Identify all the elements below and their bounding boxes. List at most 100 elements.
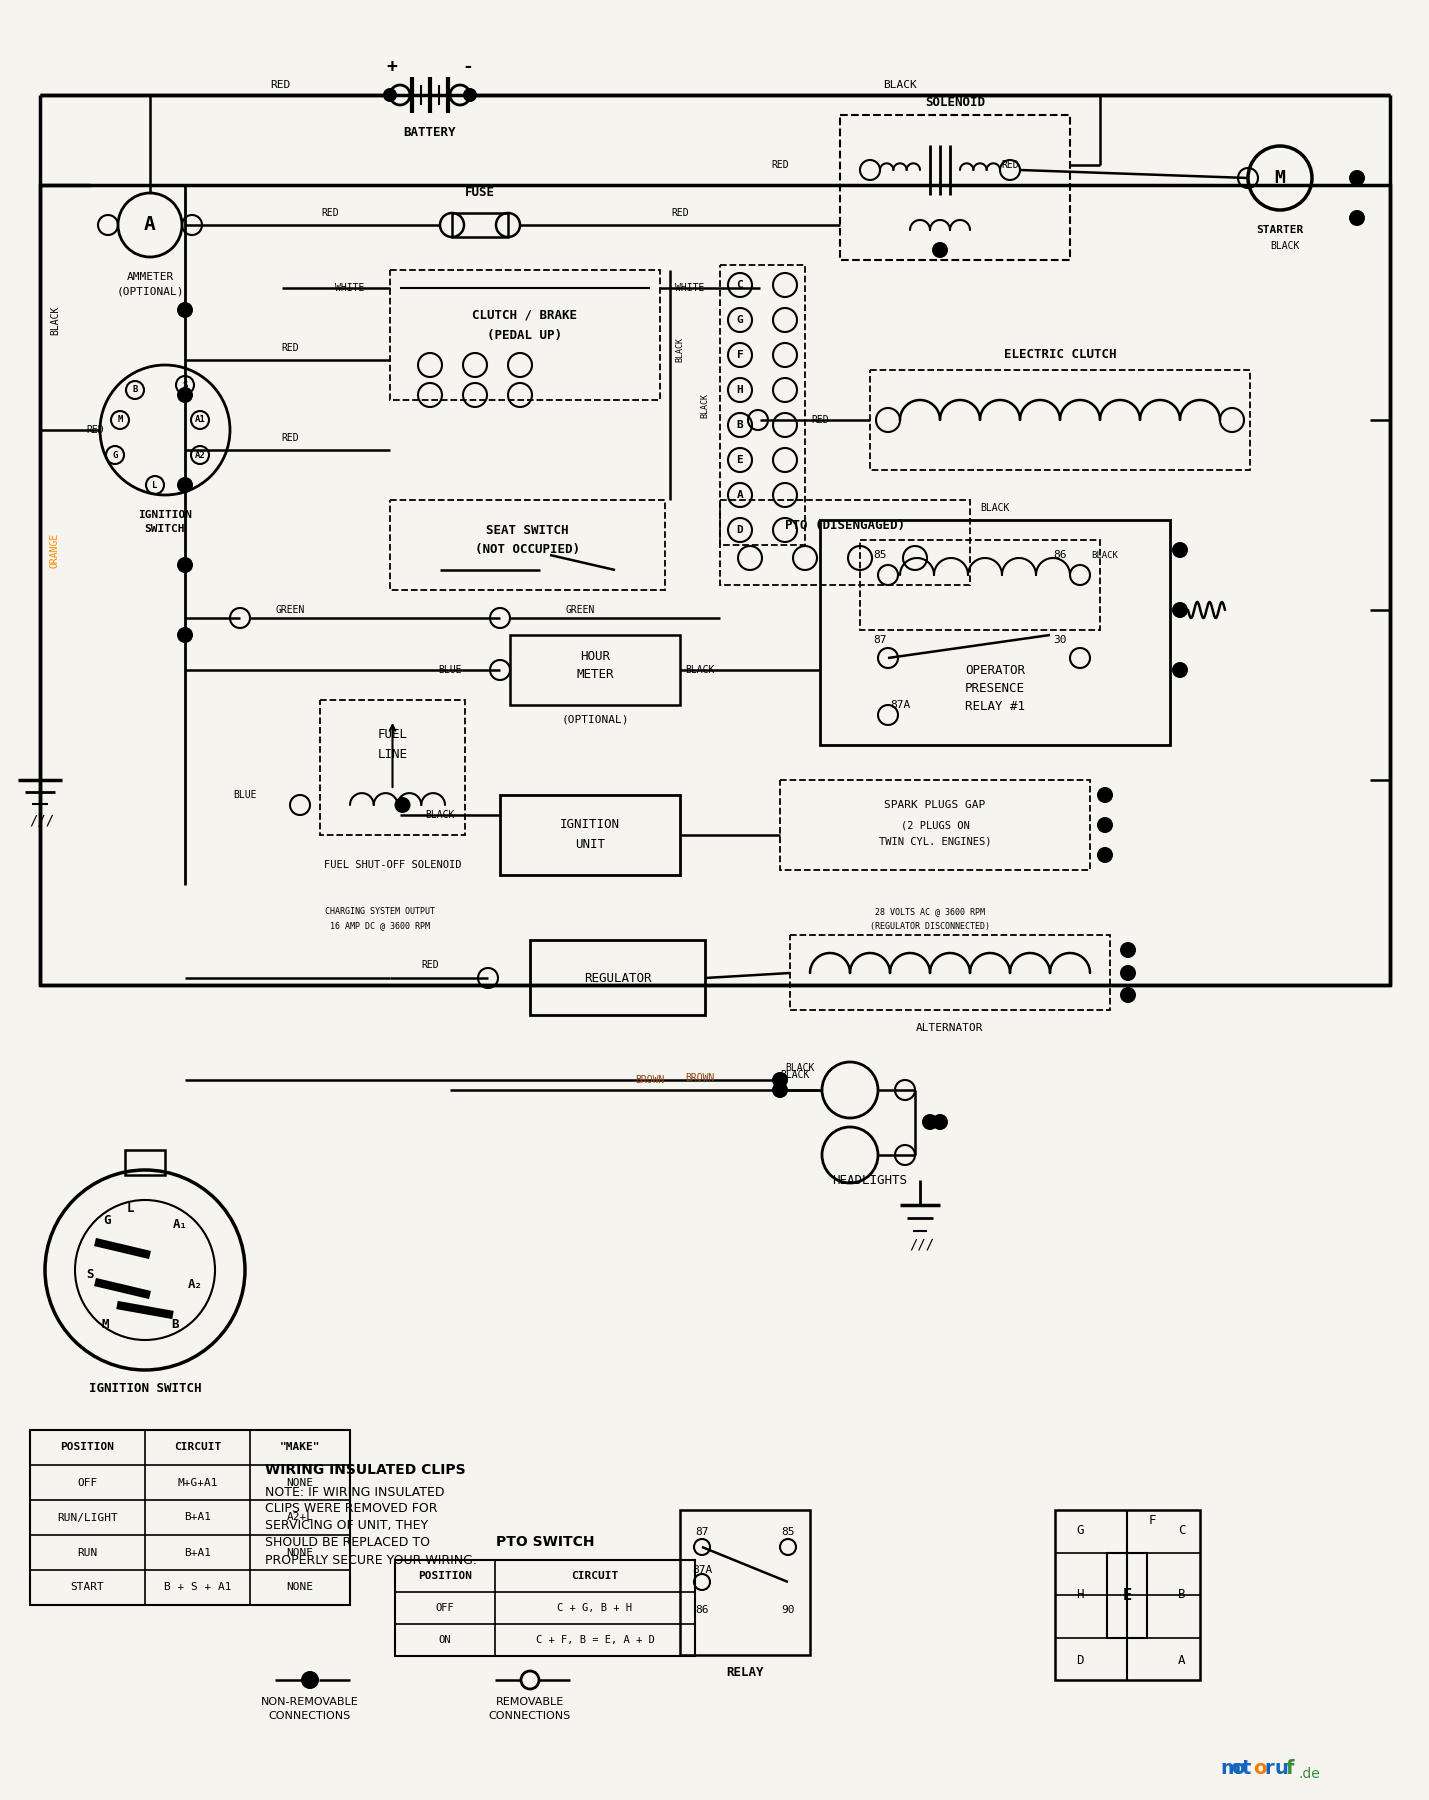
Text: 87A: 87A bbox=[692, 1564, 712, 1575]
Text: E: E bbox=[1123, 1588, 1132, 1602]
Text: OFF: OFF bbox=[436, 1604, 454, 1613]
Text: ///: /// bbox=[30, 814, 54, 826]
Text: G: G bbox=[1076, 1523, 1083, 1537]
Text: CONNECTIONS: CONNECTIONS bbox=[269, 1712, 352, 1721]
Text: A₁: A₁ bbox=[173, 1219, 187, 1231]
Text: A₂: A₂ bbox=[187, 1278, 203, 1292]
Text: f: f bbox=[1286, 1759, 1295, 1778]
Text: 30: 30 bbox=[1053, 635, 1067, 644]
Text: WHITE: WHITE bbox=[676, 283, 704, 293]
Text: BLACK: BLACK bbox=[883, 79, 917, 90]
Text: IGNITION SWITCH: IGNITION SWITCH bbox=[89, 1382, 201, 1395]
Text: r: r bbox=[1265, 1759, 1273, 1778]
Text: (OPTIONAL): (OPTIONAL) bbox=[116, 286, 184, 295]
Circle shape bbox=[1097, 787, 1113, 803]
Bar bbox=[500, 796, 680, 875]
Text: A1: A1 bbox=[194, 416, 206, 425]
Text: M: M bbox=[1275, 169, 1286, 187]
Text: FUEL SHUT-OFF SOLENOID: FUEL SHUT-OFF SOLENOID bbox=[324, 860, 462, 869]
Text: START: START bbox=[70, 1582, 104, 1593]
Bar bbox=[30, 1429, 350, 1606]
Text: RELAY: RELAY bbox=[726, 1667, 763, 1679]
Text: BLACK: BLACK bbox=[50, 306, 60, 335]
Text: BLACK: BLACK bbox=[780, 1069, 810, 1080]
Text: .de: .de bbox=[1299, 1768, 1320, 1780]
Text: CONNECTIONS: CONNECTIONS bbox=[489, 1712, 572, 1721]
Text: B: B bbox=[1179, 1589, 1186, 1602]
Text: NONE: NONE bbox=[286, 1582, 313, 1593]
Text: REGULATOR: REGULATOR bbox=[584, 972, 652, 985]
Text: REMOVABLE: REMOVABLE bbox=[496, 1697, 564, 1706]
Circle shape bbox=[177, 387, 193, 403]
Circle shape bbox=[177, 477, 193, 493]
Text: 28 VOLTS AC @ 3600 RPM: 28 VOLTS AC @ 3600 RPM bbox=[875, 907, 985, 916]
Text: 87: 87 bbox=[696, 1526, 709, 1537]
Text: HOUR: HOUR bbox=[580, 650, 610, 664]
Bar bbox=[40, 185, 1390, 985]
Bar bbox=[1055, 1510, 1200, 1679]
Text: RED: RED bbox=[322, 209, 339, 218]
Text: A: A bbox=[1179, 1654, 1186, 1667]
Text: M: M bbox=[117, 416, 123, 425]
Text: NONE: NONE bbox=[286, 1548, 313, 1557]
Text: CIRCUIT: CIRCUIT bbox=[174, 1442, 221, 1453]
Bar bbox=[860, 540, 1100, 630]
Text: 85: 85 bbox=[782, 1526, 795, 1537]
Text: 87A: 87A bbox=[890, 700, 910, 709]
Text: 90: 90 bbox=[782, 1606, 795, 1615]
Text: NON-REMOVABLE: NON-REMOVABLE bbox=[262, 1697, 359, 1706]
Bar bbox=[124, 1150, 164, 1175]
Text: B: B bbox=[171, 1318, 179, 1332]
Text: D: D bbox=[736, 526, 743, 535]
Text: BROWN: BROWN bbox=[636, 1075, 664, 1085]
Text: ORANGE: ORANGE bbox=[50, 533, 60, 567]
Text: C + G, B + H: C + G, B + H bbox=[557, 1604, 633, 1613]
Circle shape bbox=[1349, 169, 1365, 185]
Text: PTO (DISENGAGED): PTO (DISENGAGED) bbox=[785, 518, 905, 531]
Text: RELAY #1: RELAY #1 bbox=[965, 700, 1025, 713]
Bar bbox=[870, 371, 1250, 470]
Text: OPERATOR: OPERATOR bbox=[965, 664, 1025, 677]
Text: M: M bbox=[101, 1318, 109, 1332]
Text: RUN/LIGHT: RUN/LIGHT bbox=[57, 1512, 117, 1523]
Circle shape bbox=[177, 626, 193, 643]
Text: (REGULATOR DISCONNECTED): (REGULATOR DISCONNECTED) bbox=[870, 922, 990, 931]
Text: SOLENOID: SOLENOID bbox=[925, 97, 985, 110]
Text: H: H bbox=[736, 385, 743, 394]
Text: CIRCUIT: CIRCUIT bbox=[572, 1571, 619, 1580]
Circle shape bbox=[1120, 986, 1136, 1003]
Text: (OPTIONAL): (OPTIONAL) bbox=[562, 715, 629, 725]
Bar bbox=[510, 635, 680, 706]
Text: SPARK PLUGS GAP: SPARK PLUGS GAP bbox=[885, 799, 986, 810]
Text: +: + bbox=[387, 58, 397, 76]
Text: u: u bbox=[1275, 1759, 1289, 1778]
Bar bbox=[720, 500, 970, 585]
Text: RED: RED bbox=[270, 79, 290, 90]
Text: UNIT: UNIT bbox=[574, 839, 604, 851]
Text: G: G bbox=[103, 1213, 111, 1226]
Bar bbox=[530, 940, 704, 1015]
Text: o: o bbox=[1253, 1759, 1266, 1778]
Text: POSITION: POSITION bbox=[60, 1442, 114, 1453]
Bar bbox=[840, 115, 1070, 259]
Text: NOTE: IF WIRING INSULATED: NOTE: IF WIRING INSULATED bbox=[264, 1485, 444, 1498]
Text: E: E bbox=[736, 455, 743, 464]
Circle shape bbox=[1172, 542, 1187, 558]
Text: A: A bbox=[144, 216, 156, 234]
Circle shape bbox=[177, 556, 193, 572]
Text: BROWN: BROWN bbox=[686, 1073, 714, 1084]
Text: TWIN CYL. ENGINES): TWIN CYL. ENGINES) bbox=[879, 837, 992, 848]
Bar bbox=[390, 270, 660, 400]
Text: t: t bbox=[1242, 1759, 1252, 1778]
Text: B+A1: B+A1 bbox=[184, 1548, 211, 1557]
Circle shape bbox=[932, 1114, 947, 1130]
Text: GREEN: GREEN bbox=[566, 605, 594, 616]
Text: C: C bbox=[736, 281, 743, 290]
Circle shape bbox=[177, 302, 193, 319]
Text: WHITE: WHITE bbox=[336, 283, 364, 293]
Circle shape bbox=[1349, 211, 1365, 227]
Text: SERVICING OF UNIT, THEY: SERVICING OF UNIT, THEY bbox=[264, 1519, 429, 1532]
Text: G: G bbox=[113, 450, 117, 459]
Circle shape bbox=[302, 1670, 319, 1688]
Text: LINE: LINE bbox=[377, 749, 407, 761]
